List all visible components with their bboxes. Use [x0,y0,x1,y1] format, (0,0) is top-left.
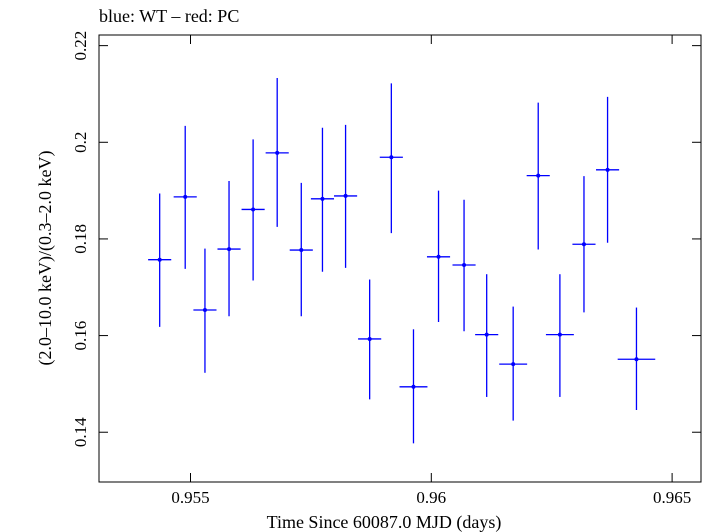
y-tick-label: 0.14 [71,417,90,447]
y-tick-label: 0.16 [71,321,90,351]
x-axis-label: Time Since 60087.0 MJD (days) [267,512,502,532]
y-axis: 0.14 0.16 0.18 0.2 0.22 [71,31,701,447]
data-point [320,196,325,201]
data-point [557,332,562,337]
y-tick-label: 0.22 [71,31,90,61]
data-point [484,332,489,337]
y-tick-label: 0.18 [71,224,90,254]
data-point [411,384,416,389]
data-point [251,207,256,212]
data-point [343,193,348,198]
data-point [183,194,188,199]
data-point [227,247,232,252]
data-point [202,307,207,312]
data-point [511,362,516,367]
y-axis-label: (2.0–10.0 keV)/(0.3–2.0 keV) [35,151,56,366]
data-point [275,150,280,155]
data-point [157,257,162,262]
x-tick-label: 0.955 [171,488,209,507]
data-point [436,254,441,259]
data-series [148,78,656,444]
data-point [634,357,639,362]
x-tick-label: 0.96 [416,488,446,507]
y-tick-label: 0.2 [71,132,90,153]
data-point [536,173,541,178]
data-point [605,167,610,172]
chart-title: blue: WT – red: PC [99,6,239,26]
x-axis: 0.955 0.96 0.965 [171,35,691,507]
data-point [299,248,304,253]
data-point [462,263,467,268]
data-point [367,336,372,341]
data-point [581,242,586,247]
data-point [389,155,394,160]
x-tick-label: 0.965 [653,488,691,507]
plot-frame [98,34,702,483]
